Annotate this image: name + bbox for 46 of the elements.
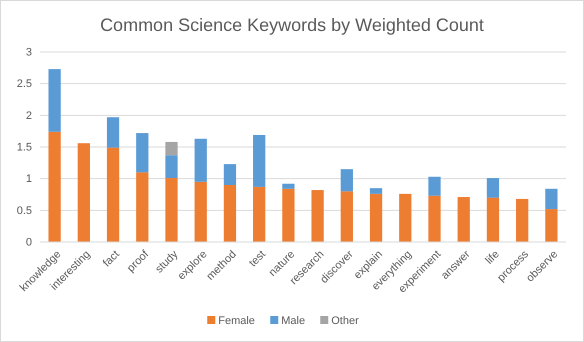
y-tick-label: 0 — [26, 236, 32, 249]
bar — [224, 164, 236, 185]
legend-label: Other — [331, 314, 360, 327]
legend-label: Female — [218, 314, 255, 327]
bar — [370, 188, 382, 194]
legend-label: Male — [281, 314, 306, 327]
bar — [194, 138, 207, 182]
bar — [486, 178, 500, 198]
bar — [165, 155, 178, 178]
bar — [340, 191, 353, 242]
bar — [106, 148, 120, 242]
bar — [194, 182, 207, 242]
y-tick-label: 3 — [26, 46, 32, 59]
y-tick-label: 2 — [26, 110, 32, 122]
y-tick-label: 2.5 — [16, 78, 32, 90]
bar — [340, 169, 353, 192]
bar — [428, 196, 441, 242]
bar — [165, 142, 178, 156]
bar — [106, 117, 120, 148]
x-tick-label: test — [246, 248, 268, 270]
bar — [486, 198, 500, 242]
bar — [516, 198, 528, 242]
bar — [282, 184, 295, 189]
bar — [311, 190, 324, 242]
bar — [282, 188, 295, 242]
bar — [545, 188, 558, 210]
bar — [165, 178, 178, 242]
bar — [399, 194, 412, 242]
y-tick-label: 1.5 — [16, 142, 32, 154]
bar — [224, 185, 236, 242]
bar — [545, 209, 558, 242]
x-tick-label: life — [483, 248, 502, 267]
bar — [253, 134, 266, 187]
y-tick-label: 1 — [26, 173, 32, 186]
bar — [253, 186, 266, 242]
x-tick-label: fact — [100, 248, 122, 270]
chart-title: Common Science Keywords by Weighted Count — [100, 15, 484, 35]
bar — [78, 143, 90, 242]
bar — [370, 194, 382, 242]
y-tick-label: 0.5 — [16, 204, 32, 217]
bar — [48, 132, 61, 242]
bar — [428, 176, 441, 196]
bar — [136, 133, 148, 172]
bar — [458, 197, 470, 242]
bar — [136, 172, 148, 242]
bar — [48, 69, 61, 132]
